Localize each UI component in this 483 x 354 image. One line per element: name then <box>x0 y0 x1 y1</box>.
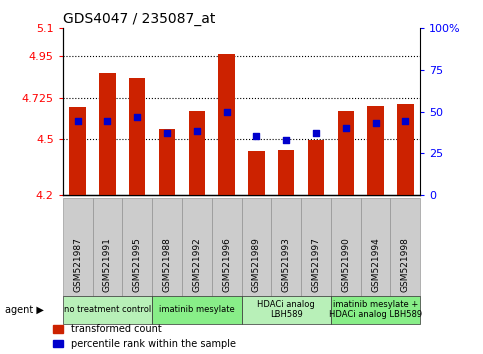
Bar <box>189 110 205 195</box>
Legend: transformed count, percentile rank within the sample: transformed count, percentile rank withi… <box>53 324 236 349</box>
Text: GSM521987: GSM521987 <box>73 237 82 292</box>
Bar <box>70 107 86 195</box>
Text: HDACi analog
LBH589: HDACi analog LBH589 <box>257 300 315 319</box>
Text: GSM521990: GSM521990 <box>341 237 350 292</box>
Text: GSM521996: GSM521996 <box>222 237 231 292</box>
Text: GSM521991: GSM521991 <box>103 237 112 292</box>
Bar <box>397 104 413 195</box>
Point <box>163 130 171 136</box>
Bar <box>338 110 354 195</box>
Bar <box>308 140 324 195</box>
Text: GSM521993: GSM521993 <box>282 237 291 292</box>
Point <box>312 130 320 136</box>
Point <box>372 120 380 126</box>
Text: GSM521998: GSM521998 <box>401 237 410 292</box>
Bar <box>218 54 235 195</box>
Point <box>342 125 350 131</box>
Text: imatinib mesylate: imatinib mesylate <box>159 305 235 314</box>
Bar <box>159 129 175 195</box>
Point <box>282 137 290 143</box>
Text: GSM521992: GSM521992 <box>192 237 201 292</box>
Text: GSM521988: GSM521988 <box>163 237 171 292</box>
Point <box>253 134 260 139</box>
Point <box>193 129 201 134</box>
Point <box>74 119 82 124</box>
Text: agent ▶: agent ▶ <box>5 305 43 315</box>
Bar <box>248 151 265 195</box>
Text: imatinib mesylate +
HDACi analog LBH589: imatinib mesylate + HDACi analog LBH589 <box>329 300 422 319</box>
Bar <box>129 78 145 195</box>
Bar <box>278 150 294 195</box>
Text: GSM521995: GSM521995 <box>133 237 142 292</box>
Bar <box>99 73 115 195</box>
Text: GSM521994: GSM521994 <box>371 237 380 292</box>
Point <box>104 119 112 124</box>
Text: no treatment control: no treatment control <box>64 305 151 314</box>
Point <box>133 114 141 119</box>
Point <box>223 109 230 114</box>
Text: GDS4047 / 235087_at: GDS4047 / 235087_at <box>63 12 215 26</box>
Bar <box>368 106 384 195</box>
Text: GSM521997: GSM521997 <box>312 237 320 292</box>
Point <box>401 119 409 124</box>
Text: GSM521989: GSM521989 <box>252 237 261 292</box>
